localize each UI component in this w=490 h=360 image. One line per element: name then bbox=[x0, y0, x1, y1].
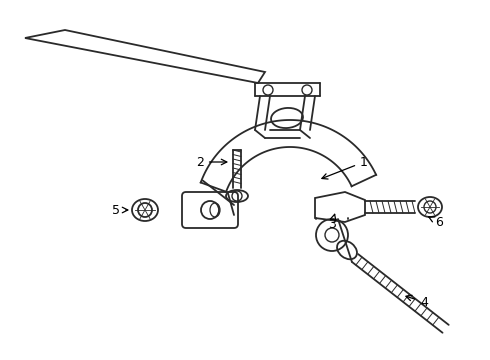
Text: 1: 1 bbox=[322, 156, 368, 179]
Text: 2: 2 bbox=[196, 156, 227, 168]
Text: 4: 4 bbox=[406, 295, 428, 309]
Text: 6: 6 bbox=[429, 216, 443, 229]
Text: 5: 5 bbox=[112, 203, 128, 216]
Text: 3: 3 bbox=[328, 214, 336, 230]
